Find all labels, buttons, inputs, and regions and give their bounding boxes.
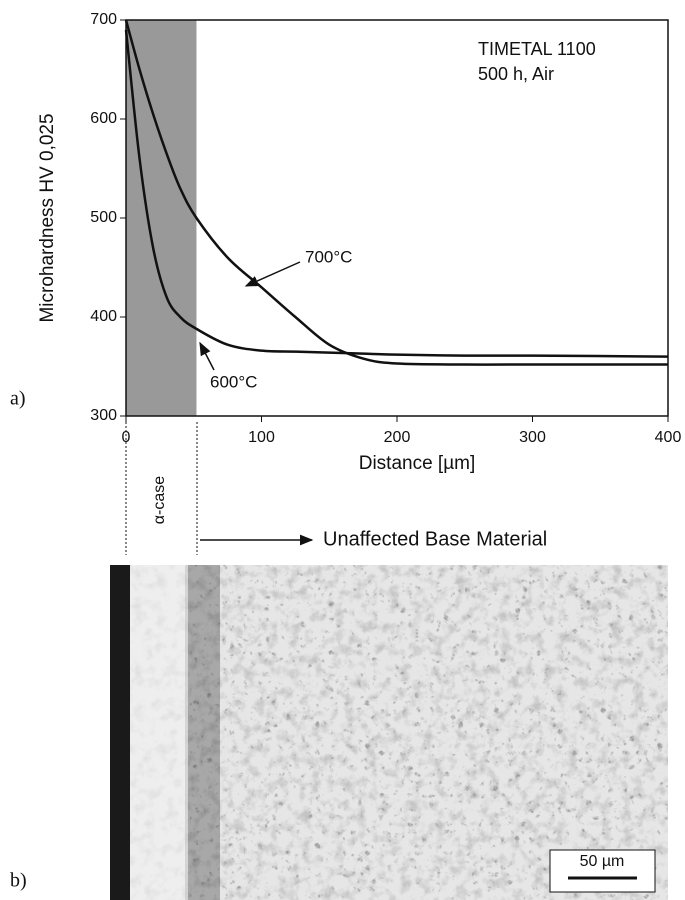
- panel-label: a): [10, 388, 26, 410]
- x-axis-label: Distance [µm]: [359, 453, 476, 474]
- y-tick-label: 500: [90, 209, 117, 226]
- info-text: 500 h, Air: [478, 64, 554, 84]
- x-tick-label: 400: [655, 429, 682, 446]
- y-tick-label: 600: [90, 110, 117, 127]
- alpha-case-region: [126, 20, 197, 416]
- x-tick-label: 100: [248, 429, 275, 446]
- plot: 300 400 500 600 700 0 100 200 300 400 Distance [µm…: [37, 11, 681, 474]
- x-tick-label: 300: [519, 429, 546, 446]
- scale-bar-label: 50 µm: [580, 853, 625, 870]
- label-arrow: [199, 341, 215, 371]
- y-tick-label: 400: [90, 308, 117, 325]
- series-label: 600°C: [210, 372, 257, 391]
- x-tick-label: 0: [122, 429, 131, 446]
- y-axis-label: Microhardness HV 0,025: [37, 113, 58, 322]
- y-tick-label: 300: [90, 407, 117, 424]
- micrograph: 50 µm: [110, 565, 668, 900]
- y-tick-label: 700: [90, 11, 117, 28]
- line: [124, 29, 669, 358]
- series-label: 700°C: [305, 247, 352, 266]
- alpha-case-label: α-case: [151, 476, 168, 524]
- info-text: TIMETAL 1100: [478, 39, 596, 59]
- line: [124, 19, 669, 366]
- panel-label: b): [10, 870, 27, 892]
- label-arrow: [244, 261, 301, 287]
- x-tick-label: 200: [384, 429, 411, 446]
- base-label: Unaffected Base Material: [323, 528, 547, 550]
